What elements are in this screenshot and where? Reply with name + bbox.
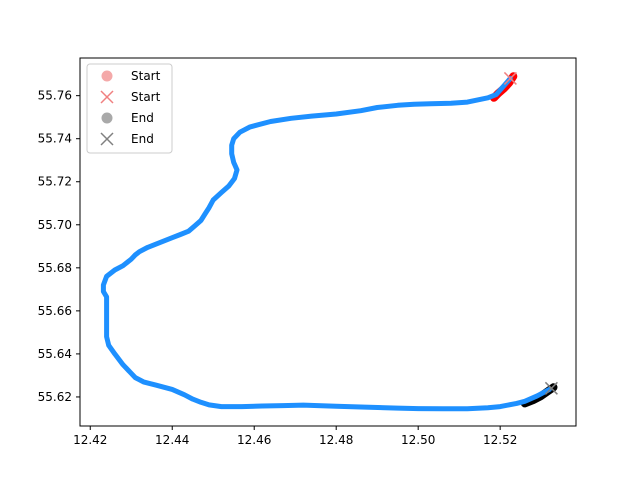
x-tick-label: 12.50 [401,433,435,447]
legend-label: End [131,111,154,125]
legend-entry-start-x: Start [100,90,161,104]
end-x-marker [544,381,558,395]
y-tick-label: 55.70 [38,218,72,232]
y-tick-label: 55.66 [38,304,72,318]
y-tick-label: 55.76 [38,89,72,103]
start-x-marker [503,71,517,85]
x-tick-label: 12.42 [73,433,107,447]
legend: Start Start End End [86,63,173,154]
axes: 12.42 12.44 12.46 12.48 12.50 12.52 55.62 55.64… [38,57,577,447]
x-tick-label: 12.52 [483,433,517,447]
legend-entry-end-x: End [100,132,154,146]
legend-entry-start-circle: Start [101,69,161,83]
plot-area [100,71,558,412]
legend-x-marker [100,90,114,104]
x-tick-label: 12.46 [237,433,271,447]
y-tick-label: 55.64 [38,347,72,361]
legend-label: Start [131,69,161,83]
y-tick-label: 55.74 [38,132,72,146]
legend-label: End [131,132,154,146]
legend-circle-marker [101,112,113,124]
legend-box [86,63,173,154]
x-tick-label: 12.48 [319,433,353,447]
x-tick-label: 12.44 [155,433,189,447]
route-line [100,75,552,412]
legend-x-marker [100,132,114,146]
y-tick-label: 55.68 [38,261,72,275]
y-tick-label: 55.62 [38,390,72,404]
axes-frame [79,57,577,427]
legend-entry-end-circle: End [101,111,154,125]
legend-label: Start [131,90,161,104]
y-tick-label: 55.72 [38,175,72,189]
legend-circle-marker [101,70,113,82]
